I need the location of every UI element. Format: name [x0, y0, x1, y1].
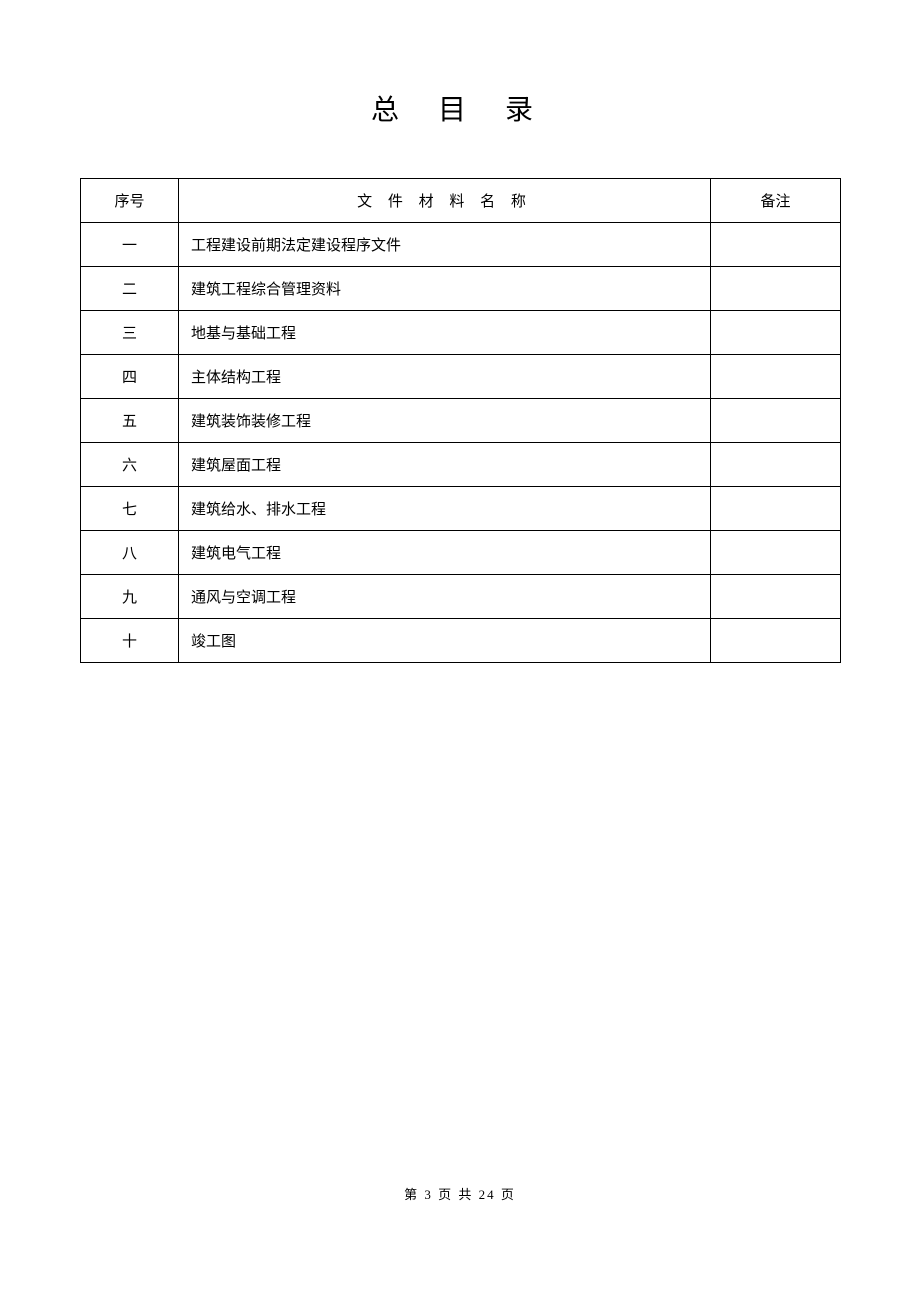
- toc-table: 序号 文 件 材 料 名 称 备注 一 工程建设前期法定建设程序文件 二 建筑工…: [80, 178, 841, 663]
- row-remark: [711, 619, 841, 663]
- header-name: 文 件 材 料 名 称: [179, 179, 711, 223]
- row-index: 十: [81, 619, 179, 663]
- row-remark: [711, 575, 841, 619]
- header-index: 序号: [81, 179, 179, 223]
- row-name: 工程建设前期法定建设程序文件: [179, 223, 711, 267]
- table-row: 一 工程建设前期法定建设程序文件: [81, 223, 841, 267]
- row-remark: [711, 531, 841, 575]
- row-remark: [711, 267, 841, 311]
- row-index: 八: [81, 531, 179, 575]
- page-footer: 第 3 页 共 24 页: [0, 1184, 920, 1203]
- page-title: 总 目 录: [0, 0, 920, 178]
- row-remark: [711, 487, 841, 531]
- footer-suffix: 页: [501, 1187, 516, 1202]
- row-name: 建筑装饰装修工程: [179, 399, 711, 443]
- table-row: 二 建筑工程综合管理资料: [81, 267, 841, 311]
- row-index: 一: [81, 223, 179, 267]
- table-row: 九 通风与空调工程: [81, 575, 841, 619]
- row-remark: [711, 399, 841, 443]
- table-header-row: 序号 文 件 材 料 名 称 备注: [81, 179, 841, 223]
- table-row: 五 建筑装饰装修工程: [81, 399, 841, 443]
- footer-middle: 页 共: [438, 1187, 473, 1202]
- footer-total-pages: 24: [479, 1187, 496, 1202]
- row-name: 地基与基础工程: [179, 311, 711, 355]
- row-remark: [711, 355, 841, 399]
- footer-prefix: 第: [404, 1187, 419, 1202]
- row-name: 通风与空调工程: [179, 575, 711, 619]
- table-row: 八 建筑电气工程: [81, 531, 841, 575]
- row-index: 九: [81, 575, 179, 619]
- row-name: 建筑电气工程: [179, 531, 711, 575]
- footer-current-page: 3: [424, 1187, 433, 1202]
- row-index: 二: [81, 267, 179, 311]
- toc-table-container: 序号 文 件 材 料 名 称 备注 一 工程建设前期法定建设程序文件 二 建筑工…: [80, 178, 840, 663]
- row-name: 竣工图: [179, 619, 711, 663]
- table-row: 十 竣工图: [81, 619, 841, 663]
- row-index: 四: [81, 355, 179, 399]
- row-name: 建筑屋面工程: [179, 443, 711, 487]
- row-index: 六: [81, 443, 179, 487]
- row-name: 建筑给水、排水工程: [179, 487, 711, 531]
- row-name: 主体结构工程: [179, 355, 711, 399]
- table-row: 六 建筑屋面工程: [81, 443, 841, 487]
- table-row: 四 主体结构工程: [81, 355, 841, 399]
- row-remark: [711, 443, 841, 487]
- row-index: 七: [81, 487, 179, 531]
- row-remark: [711, 311, 841, 355]
- row-name: 建筑工程综合管理资料: [179, 267, 711, 311]
- table-row: 三 地基与基础工程: [81, 311, 841, 355]
- row-remark: [711, 223, 841, 267]
- header-remark: 备注: [711, 179, 841, 223]
- row-index: 三: [81, 311, 179, 355]
- row-index: 五: [81, 399, 179, 443]
- table-row: 七 建筑给水、排水工程: [81, 487, 841, 531]
